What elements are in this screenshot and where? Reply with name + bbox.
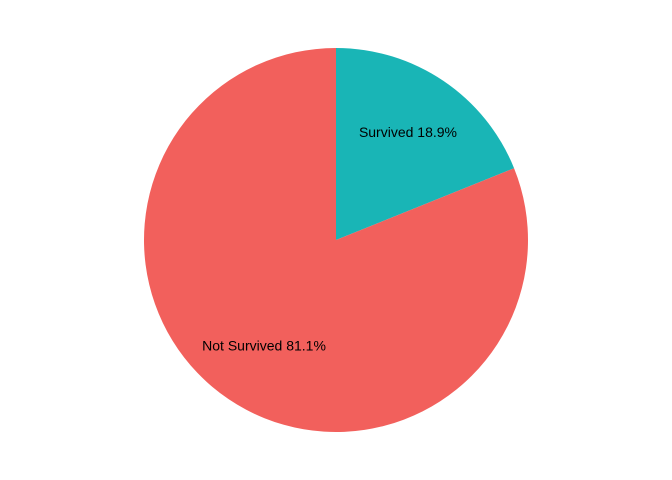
pie-slices	[144, 48, 529, 432]
pie-labels: Survived 18.9% Not Survived 81.1%	[202, 124, 457, 353]
pie-label-survived: Survived 18.9%	[359, 124, 457, 140]
pie-slice-not-survived	[144, 48, 529, 432]
pie-label-not-survived: Not Survived 81.1%	[202, 337, 326, 353]
pie-slice-survived	[336, 48, 515, 240]
